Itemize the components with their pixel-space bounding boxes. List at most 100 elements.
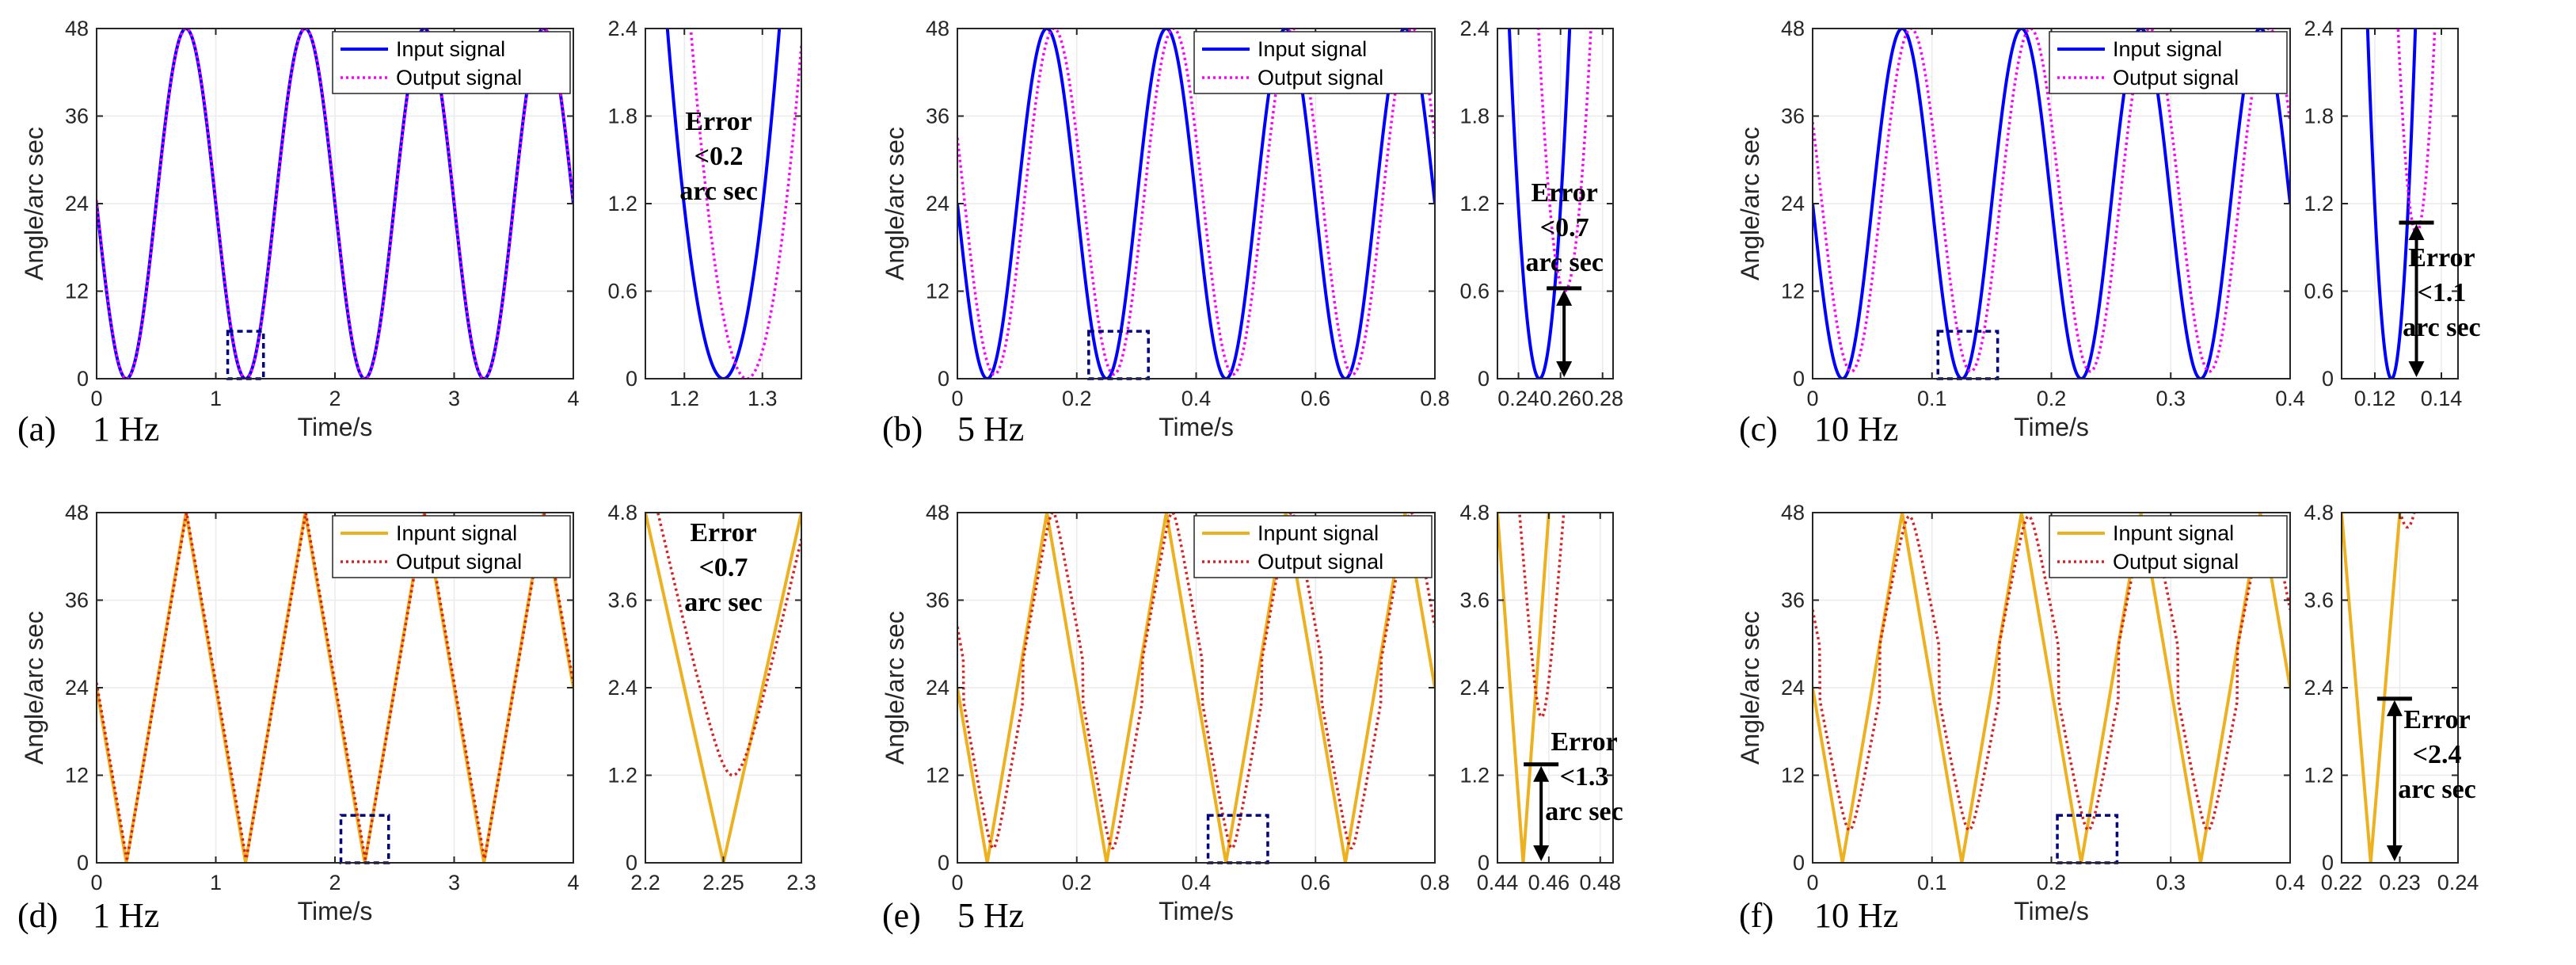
y-tick-label: 36: [65, 105, 89, 128]
y-tick-label: 0: [1793, 851, 1805, 875]
y-tick-label: 36: [926, 105, 949, 128]
x-tick-label: 0.26: [1539, 387, 1581, 410]
frequency-label: 5 Hz: [957, 410, 1024, 448]
y-axis-label: Angle/arc sec: [20, 127, 48, 280]
series-group: [665, 29, 801, 379]
y-tick-label: 2.4: [607, 676, 637, 700]
panel-b-main: 0 0.2 0.4 0.6 0.8 0 12 24 36 48 Time/s Angle/arc se…: [881, 17, 1450, 448]
legend-label: Output signal: [396, 550, 522, 574]
x-tick-label: 0.3: [2156, 871, 2186, 894]
legend-label: Output signal: [2113, 66, 2239, 90]
y-tick-label: 3.6: [1459, 589, 1490, 612]
y-tick-label: 24: [1781, 192, 1805, 216]
x-axis-label: Time/s: [1159, 897, 1234, 925]
x-tick-label: 0.2: [1062, 387, 1092, 410]
y-tick-label: 0: [1793, 367, 1805, 391]
error-annotation: arc sec: [2398, 775, 2475, 804]
y-tick-label: 0.6: [2304, 280, 2334, 303]
panel-f-main: 0 0.1 0.2 0.3 0.4 0 12 24 36 48 Time/s Angle/arc se…: [1736, 501, 2305, 935]
y-tick-label: 12: [1781, 280, 1805, 303]
error-annotation: <0.7: [699, 553, 748, 582]
y-tick-label: 0: [626, 851, 637, 875]
series-line-output: [1813, 514, 2290, 832]
x-tick-label: 0.4: [2275, 387, 2305, 410]
y-tick-label: 12: [926, 764, 949, 788]
error-annotation: Error: [1551, 727, 1617, 757]
series-line-output: [2396, 29, 2437, 235]
y-tick-label: 2.4: [607, 17, 637, 40]
legend-label: Inpunt signal: [1258, 521, 1379, 545]
x-tick-label: 0.1: [1917, 387, 1947, 410]
series-line-output: [656, 513, 801, 777]
series-group: [97, 513, 573, 863]
y-tick-label: 24: [65, 676, 89, 700]
x-tick-label: 0.24: [1497, 387, 1539, 410]
panel-label: (a): [17, 410, 56, 448]
panel-label: (e): [882, 896, 921, 935]
y-tick-label: 0: [2322, 851, 2334, 875]
series-line-output: [97, 29, 573, 379]
y-tick-label: 1.2: [607, 192, 637, 216]
y-tick-label: 0: [938, 367, 949, 391]
error-annotation: <1.3: [1560, 762, 1609, 791]
error-annotation: <0.2: [694, 142, 744, 171]
panel-f-zoom: 0.22 0.23 0.24 0 1.2 2.4 3.6 4.8 Error <2.4 arc se…: [2304, 501, 2479, 894]
zoom-box: [226, 330, 265, 380]
x-tick-label: 0.6: [1300, 387, 1330, 410]
y-tick-label: 24: [1781, 676, 1805, 700]
legend-label: Input signal: [396, 37, 505, 61]
y-tick-label: 1.2: [1459, 764, 1490, 788]
panel-e-main: 0 0.2 0.4 0.6 0.8 0 12 24 36 48 Time/s Angle/arc se…: [881, 501, 1450, 935]
panel-b-zoom: 0.24 0.26 0.28 0 0.6 1.2 1.8 2.4 Error <0.7 arc se…: [1459, 17, 1623, 410]
legend-box: [1193, 31, 1433, 94]
y-tick-label: 4.8: [607, 501, 637, 524]
panel-a-zoom: 1.2 1.3 0 0.6 1.2 1.8 2.4 Error <0.2 arc sec: [607, 17, 802, 410]
y-axis-label: Angle/arc sec: [881, 127, 909, 280]
y-tick-label: 24: [65, 192, 89, 216]
y-tick-label: 48: [1781, 17, 1805, 40]
x-tick-label: 0.12: [2354, 387, 2396, 410]
error-annotation: Error: [1532, 178, 1598, 208]
x-tick-label: 1.3: [748, 387, 778, 410]
legend-label: Inpunt signal: [2113, 521, 2234, 545]
series-line-output: [97, 513, 573, 860]
series-group: [1813, 513, 2290, 863]
series-group: [645, 513, 801, 863]
x-tick-label: 0.6: [1300, 871, 1330, 894]
series-line-input: [1813, 29, 2290, 379]
x-tick-label: 0.28: [1581, 387, 1623, 410]
x-tick-label: 0: [1806, 387, 1818, 410]
error-arrow-head-bottom: [1556, 361, 1573, 377]
frequency-label: 10 Hz: [1814, 410, 1898, 448]
x-tick-label: 0: [951, 871, 963, 894]
x-tick-label: 4: [567, 387, 579, 410]
legend-box: [2049, 515, 2288, 578]
y-tick-label: 12: [65, 280, 89, 303]
y-tick-label: 48: [65, 17, 89, 40]
panel-c-main: 0 0.1 0.2 0.3 0.4 0 12 24 36 48 Time/s Angle/arc se…: [1736, 17, 2305, 448]
y-tick-label: 0.6: [1459, 280, 1490, 303]
frequency-label: 1 Hz: [93, 410, 159, 448]
y-tick-label: 48: [1781, 501, 1805, 524]
y-tick-label: 1.2: [1459, 192, 1490, 216]
error-annotation: arc sec: [2403, 313, 2480, 342]
y-tick-label: 2.4: [1459, 676, 1490, 700]
error-annotation: Error: [685, 107, 751, 136]
x-tick-label: 2: [329, 871, 341, 894]
y-tick-label: 3.6: [607, 589, 637, 612]
y-tick-label: 12: [1781, 764, 1805, 788]
x-tick-label: 0.24: [2437, 871, 2479, 894]
legend-label: Input signal: [2113, 37, 2222, 61]
series-group: [1507, 29, 1592, 379]
error-arrow-head-bottom: [2386, 845, 2403, 861]
panel-c-zoom: 0.12 0.14 0 0.6 1.2 1.8 2.4 Error <1.1 arc sec: [2304, 17, 2480, 410]
x-tick-label: 0.4: [1181, 387, 1212, 410]
panel-e-zoom: 0.44 0.46 0.48 0 1.2 2.4 3.6 4.8 Error <1.3 arc se…: [1459, 501, 1623, 894]
error-annotation: arc sec: [684, 588, 762, 617]
x-tick-label: 3: [448, 387, 460, 410]
x-tick-label: 0: [1806, 871, 1818, 894]
y-tick-label: 0.6: [607, 280, 637, 303]
x-axis-label: Time/s: [298, 413, 373, 441]
